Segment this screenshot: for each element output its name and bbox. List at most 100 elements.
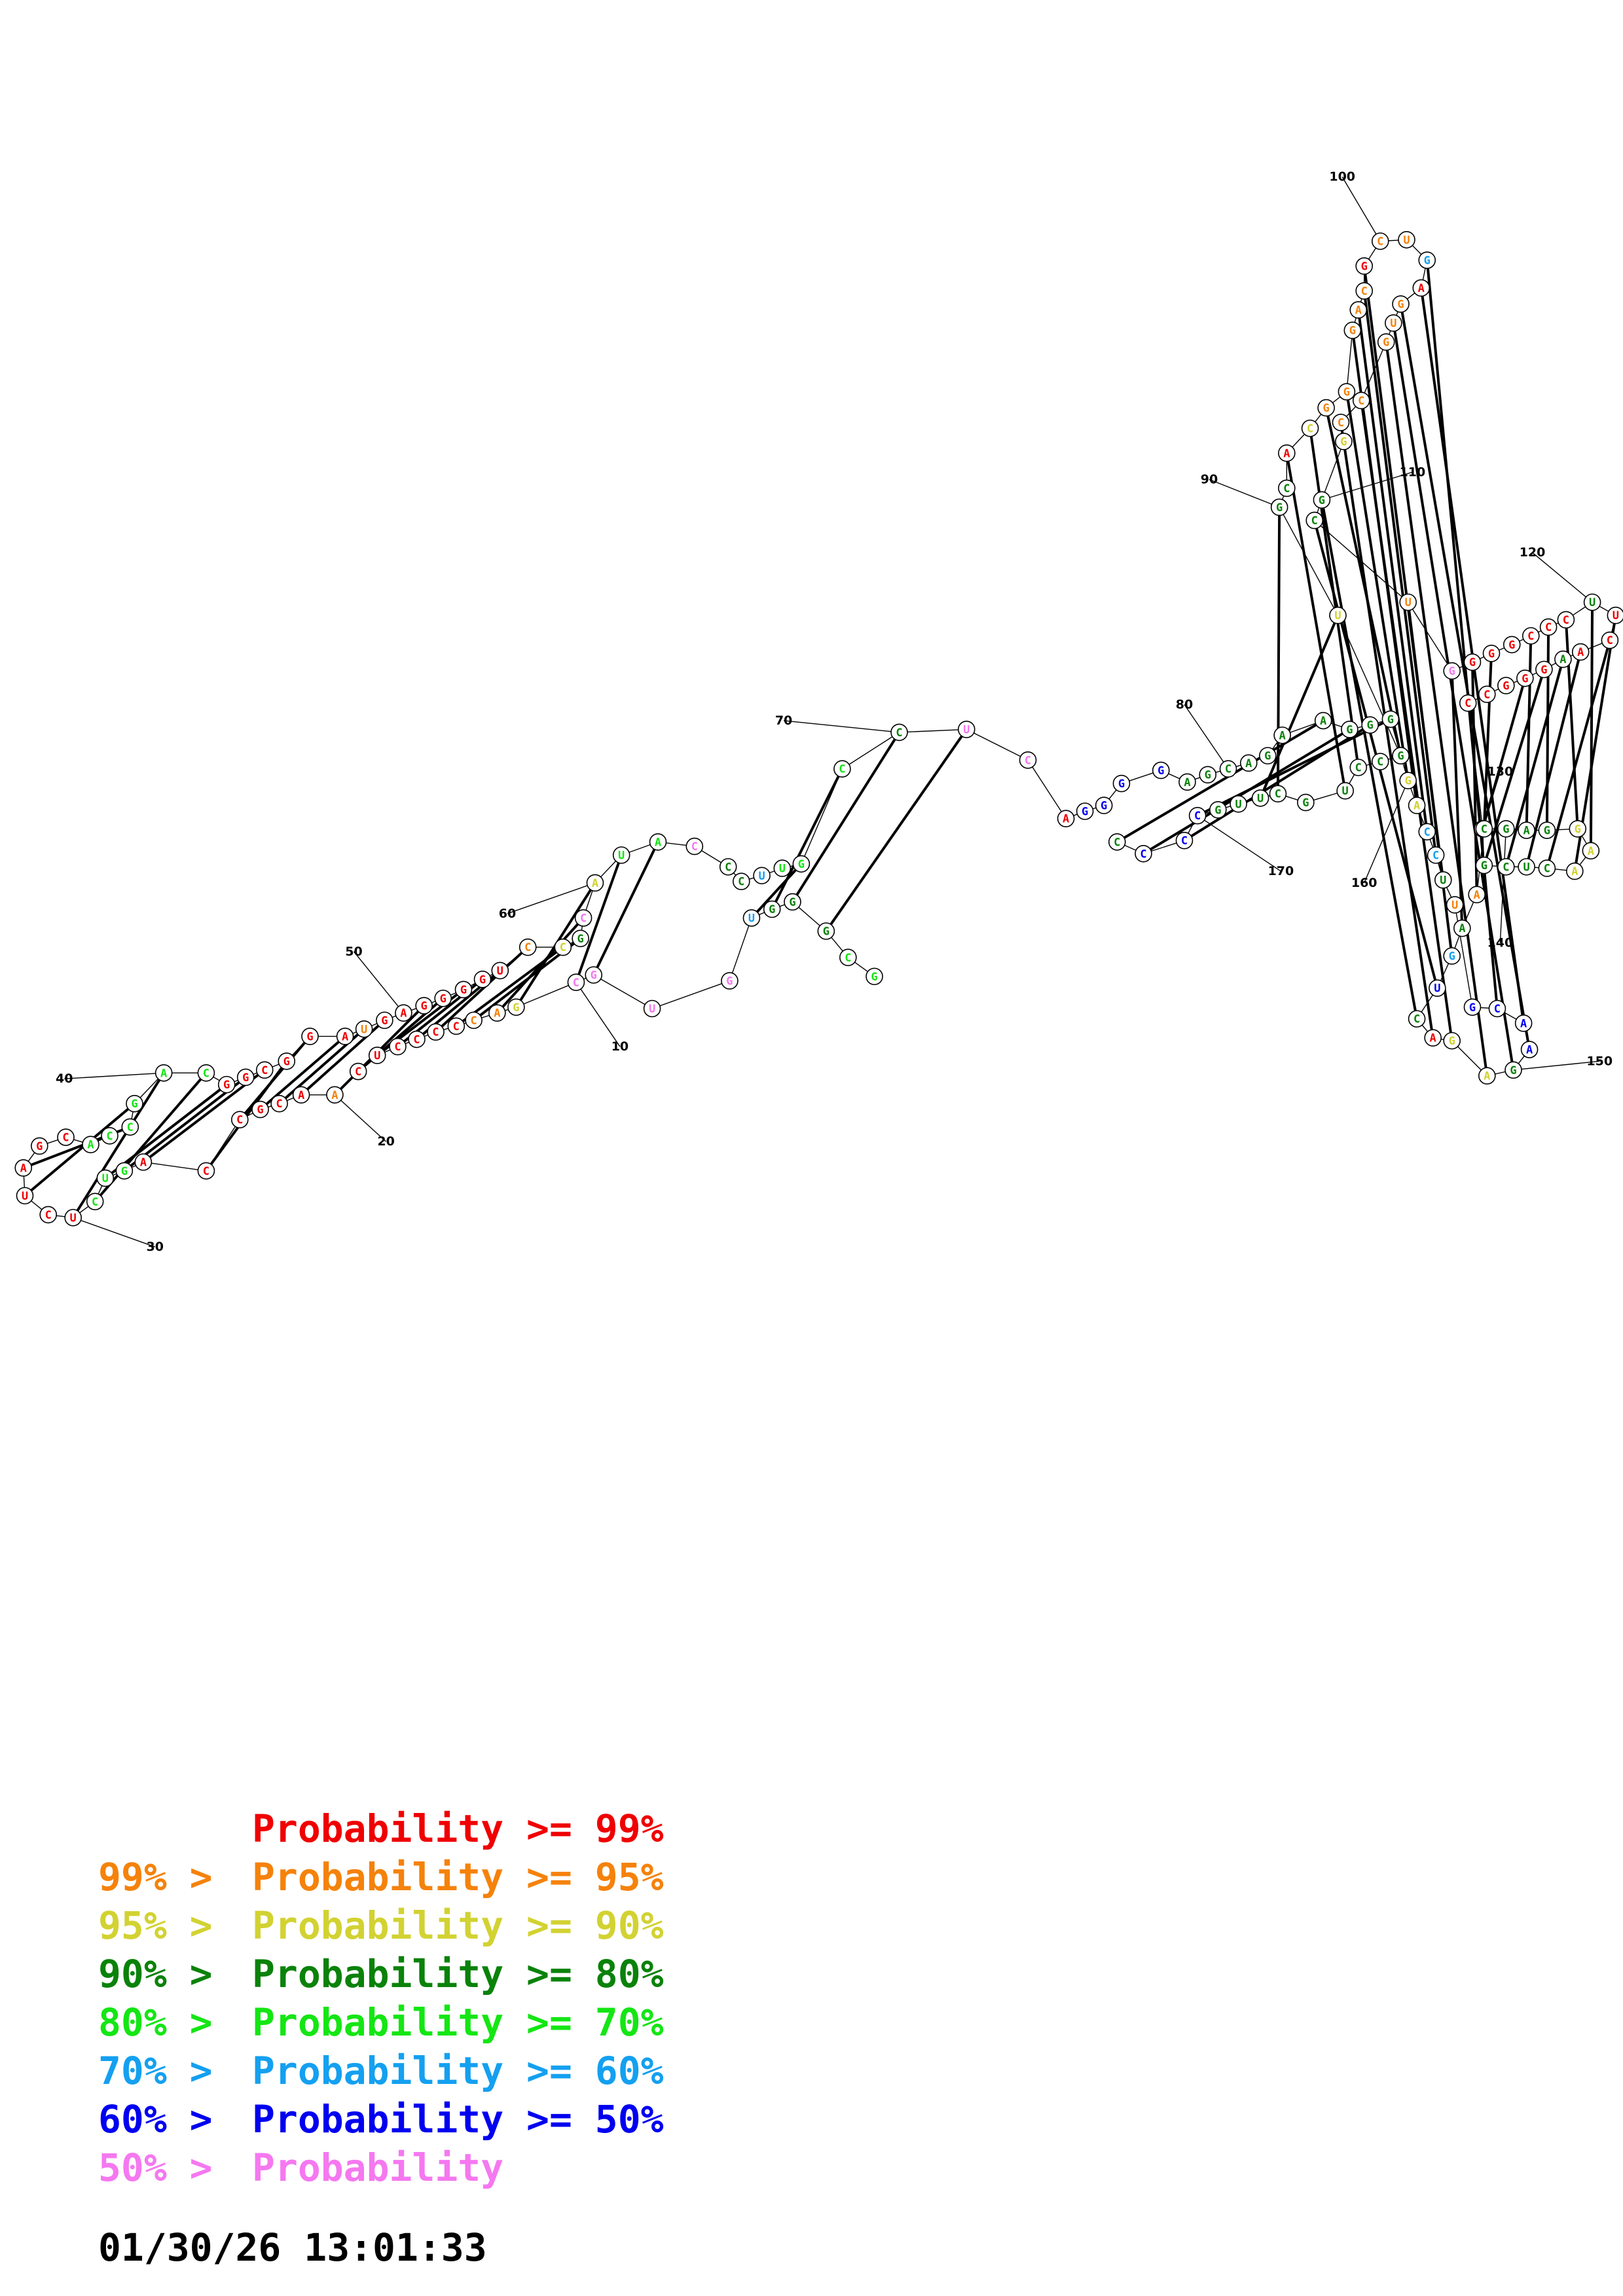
nucleotide: G	[30, 1137, 48, 1155]
nucleotide-circle	[1377, 333, 1395, 351]
base-pair-bond	[1545, 627, 1550, 831]
position-label: 110	[1400, 465, 1426, 479]
nucleotide-circle	[465, 1011, 483, 1030]
backbone-segment	[729, 918, 752, 981]
nucleotide: A	[1278, 444, 1296, 462]
nucleotide: C	[270, 1094, 288, 1113]
nucleotide: G	[507, 998, 525, 1016]
nucleotide-circle	[1408, 1010, 1426, 1028]
position-label: 70	[775, 713, 792, 728]
nucleotide: C	[389, 1037, 407, 1056]
nucleotide-circle	[39, 1206, 57, 1224]
nucleotide: G	[1399, 772, 1417, 789]
nucleotide-base: U	[963, 723, 970, 736]
position-label: 100	[1329, 170, 1355, 184]
nucleotide: C	[1135, 844, 1152, 863]
nucleotide-base: G	[1488, 647, 1495, 660]
base-pair-bond	[435, 946, 529, 1033]
nucleotide: G	[1076, 802, 1094, 820]
nucleotide-circle	[1582, 842, 1600, 860]
nucleotide: C	[465, 1011, 483, 1030]
nucleotide: A	[1239, 754, 1258, 772]
nucleotide-base: U	[374, 1049, 380, 1062]
nucleotide-base: C	[1545, 621, 1552, 634]
position-tick	[1341, 176, 1381, 242]
nucleotide: U	[957, 721, 976, 738]
nucleotide: U	[1434, 871, 1452, 889]
base-pair-bond	[1589, 602, 1594, 851]
nucleotide: G	[1497, 820, 1515, 838]
nucleotide-circle	[155, 1064, 173, 1082]
nucleotide-circle	[82, 1136, 100, 1153]
nucleotide-base: U	[649, 1003, 655, 1016]
nucleotide-circle	[96, 1169, 115, 1187]
backbone-segment	[1346, 330, 1353, 392]
nucleotide-base: G	[1469, 1001, 1476, 1014]
nucleotide-circle	[292, 1086, 310, 1104]
nucleotide-circle	[763, 900, 781, 918]
nucleotide-circle	[236, 1068, 255, 1086]
base-pair-bond	[1385, 342, 1489, 1077]
nucleotide-base: G	[1481, 859, 1487, 872]
nucleotide: G	[278, 1052, 296, 1070]
nucleotide-circle	[1135, 844, 1152, 863]
nucleotide-circle	[197, 1162, 215, 1180]
nucleotide-base: U	[1613, 609, 1619, 622]
nucleotide-base: G	[1469, 656, 1476, 670]
nucleotide-circle	[792, 855, 811, 873]
nucleotide-base: A	[1459, 922, 1465, 935]
legend-threshold: 70% >	[98, 2049, 236, 2093]
nucleotide-circle	[733, 872, 750, 890]
nucleotide: C	[1019, 751, 1037, 769]
position-label: 150	[1586, 1054, 1613, 1068]
nucleotide-circle	[1503, 636, 1521, 654]
nucleotide-circle	[434, 990, 452, 1007]
nucleotide-base: C	[1025, 754, 1031, 767]
position-label: 30	[147, 1240, 164, 1254]
nucleotide-base: A	[655, 836, 661, 849]
nucleotide: A	[1424, 1029, 1442, 1047]
position-label: 130	[1487, 764, 1514, 779]
backbone-segment	[1321, 441, 1345, 501]
nucleotide: A	[1478, 1067, 1496, 1085]
nucleotide: C	[1175, 831, 1194, 850]
position-label: 80	[1176, 697, 1193, 711]
nucleotide-circle	[230, 1111, 249, 1129]
nucleotide-circle	[1443, 1031, 1461, 1050]
base-pair-bond	[1482, 653, 1493, 829]
position-tick	[73, 1217, 155, 1247]
nucleotide-base: A	[1484, 1070, 1490, 1083]
nucleotide: G	[473, 971, 492, 988]
nucleotide-base: C	[725, 861, 731, 874]
nucleotide-circle	[349, 1062, 367, 1081]
nucleotide-base: C	[276, 1098, 282, 1111]
nucleotide-circle	[1371, 232, 1389, 250]
nucleotide-circle	[270, 1094, 288, 1113]
nucleotide-base: C	[1338, 416, 1344, 429]
base-pair-bond	[1320, 499, 1419, 1019]
nucleotide: G	[415, 997, 433, 1014]
nucleotide-circle	[1175, 831, 1194, 850]
nucleotide-circle	[1278, 479, 1296, 497]
nucleotide: G	[784, 893, 801, 911]
nucleotide-circle	[1463, 998, 1482, 1016]
nucleotide-base: G	[440, 992, 447, 1005]
nucleotide: C	[1497, 858, 1515, 876]
nucleotide: G	[1463, 998, 1482, 1016]
nucleotide-circle	[1230, 795, 1247, 813]
position-tick	[1209, 478, 1280, 508]
nucleotide-circle	[454, 980, 473, 999]
nucleotide-circle	[1355, 257, 1373, 275]
nucleotide-circle	[1355, 282, 1373, 300]
nucleotide-circle	[16, 1187, 34, 1205]
nucleotide: C	[255, 1061, 274, 1079]
nucleotide-circle	[1453, 919, 1471, 937]
nucleotide-circle	[1459, 694, 1477, 712]
nucleotide: A	[395, 1004, 412, 1022]
nucleotide-base: G	[1508, 639, 1515, 652]
legend-threshold: 80% >	[98, 2000, 236, 2045]
nucleotide: C	[1488, 999, 1506, 1018]
nucleotide: G	[585, 966, 603, 984]
nucleotide: G	[1152, 761, 1170, 780]
nucleotide-circle	[101, 1127, 119, 1145]
